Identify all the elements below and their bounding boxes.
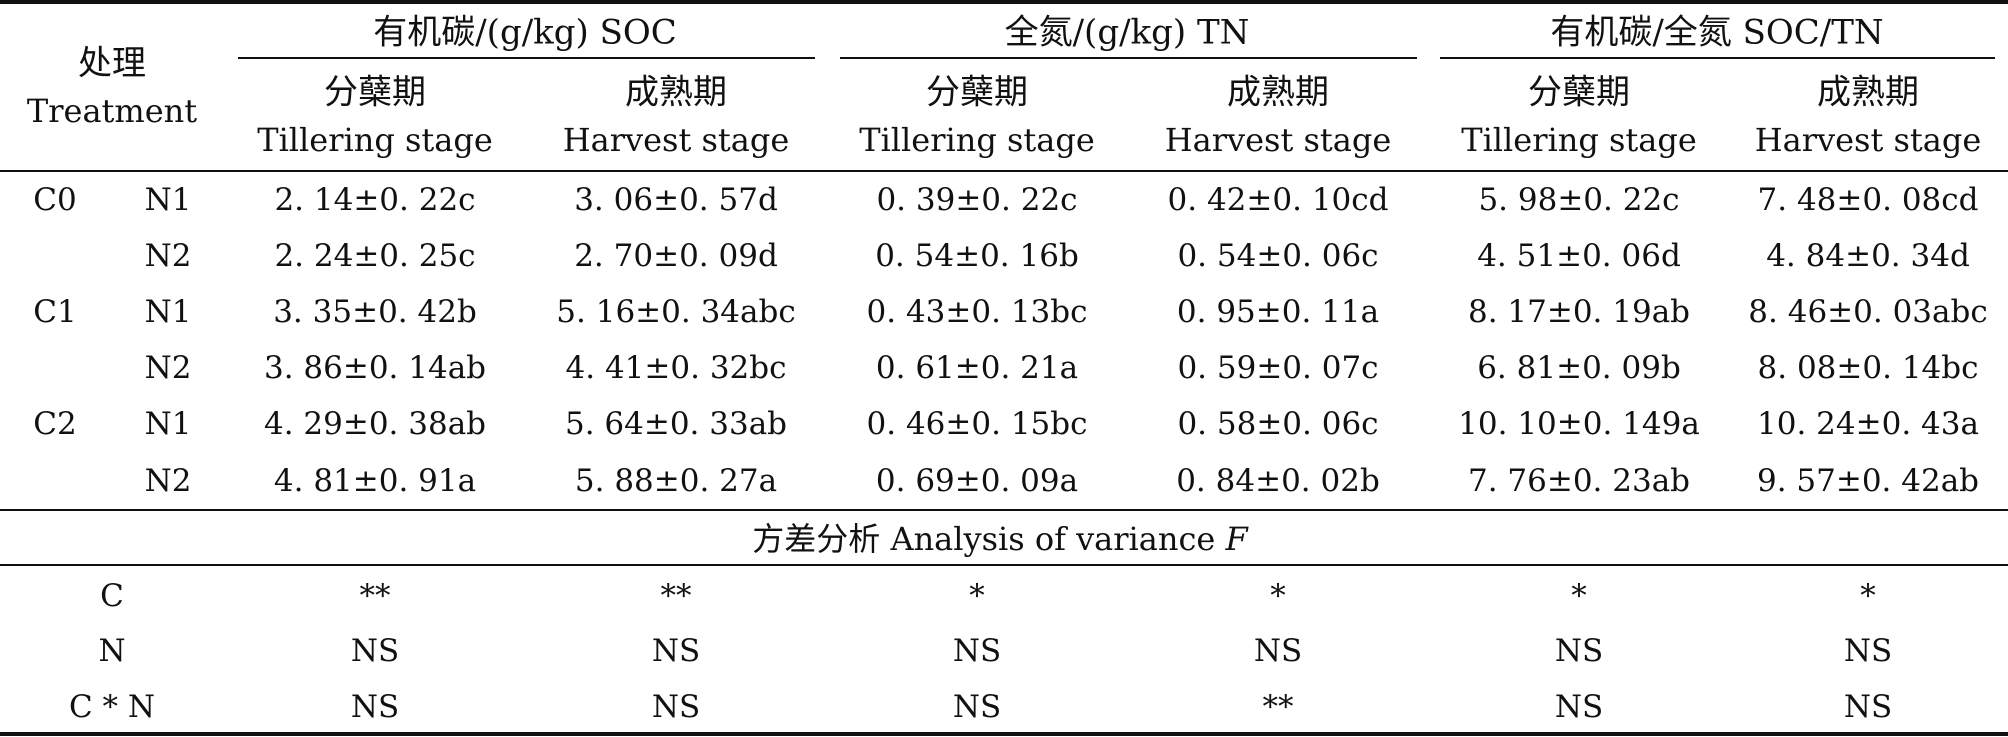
table-cell: 0. 69±0. 09a (875, 463, 1079, 499)
anova-cell: NS (1843, 633, 1893, 669)
row-n-label: N1 (144, 182, 192, 218)
anova-cell: NS (350, 689, 400, 725)
group-title-tn: 全氮/(g/kg) TN (1004, 12, 1250, 53)
subcol-6-zh: 成熟期 (1817, 72, 1919, 113)
subcol-4-en: Harvest stage (1164, 121, 1392, 159)
table-cell: 6. 81±0. 09b (1477, 350, 1681, 386)
table-cell: 2. 14±0. 22c (274, 182, 476, 218)
table-cell: 4. 84±0. 34d (1766, 238, 1970, 274)
group-rule-soc (238, 57, 815, 59)
anova-top-rule (0, 509, 2008, 511)
table-cell: 5. 98±0. 22c (1478, 182, 1680, 218)
anova-row-label: N (98, 633, 126, 669)
table-cell: 0. 61±0. 21a (875, 350, 1079, 386)
table-cell: 5. 16±0. 34abc (556, 294, 796, 330)
table-cell: 3. 86±0. 14ab (263, 350, 487, 386)
table-cell: 8. 46±0. 03abc (1748, 294, 1988, 330)
table-cell: 9. 57±0. 42ab (1756, 463, 1980, 499)
row-c-label: C2 (33, 406, 77, 442)
table-cell: 5. 64±0. 33ab (564, 406, 788, 442)
anova-cell: ** (660, 578, 692, 614)
anova-cell: NS (952, 633, 1002, 669)
table-cell: 0. 59±0. 07c (1177, 350, 1379, 386)
top-rule (0, 0, 2008, 4)
table-cell: 8. 17±0. 19ab (1467, 294, 1691, 330)
anova-cell: NS (651, 633, 701, 669)
anova-cell: NS (651, 689, 701, 725)
table-cell: 0. 43±0. 13bc (866, 294, 1088, 330)
table-cell: 10. 24±0. 43a (1757, 406, 1979, 442)
anova-title-text: 方差分析 Analysis of variance (752, 520, 1226, 558)
anova-cell: NS (1843, 689, 1893, 725)
anova-cell: * (1571, 578, 1587, 614)
treatment-header-zh: 处理 (78, 43, 146, 84)
table-cell: 0. 42±0. 10cd (1167, 182, 1389, 218)
row-c-label: C1 (33, 294, 77, 330)
subcol-4-zh: 成熟期 (1227, 72, 1329, 113)
row-n-label: N2 (144, 350, 192, 386)
table-cell: 0. 54±0. 16b (875, 238, 1079, 274)
table-cell: 7. 76±0. 23ab (1467, 463, 1691, 499)
row-n-label: N1 (144, 294, 192, 330)
anova-cell: ** (359, 578, 391, 614)
anova-cell: * (1270, 578, 1286, 614)
table-cell: 0. 54±0. 06c (1177, 238, 1379, 274)
anova-title: 方差分析 Analysis of variance F (752, 514, 1247, 560)
anova-cell: NS (1554, 633, 1604, 669)
anova-cell: NS (952, 689, 1002, 725)
group-rule-ratio (1440, 57, 1995, 59)
table-cell: 0. 39±0. 22c (876, 182, 1078, 218)
anova-cell: NS (1253, 633, 1303, 669)
anova-row-label: C (100, 578, 124, 614)
table-cell: 2. 70±0. 09d (574, 238, 778, 274)
group-title-soc: 有机碳/(g/kg) SOC (373, 12, 677, 53)
subcol-1-zh: 分蘖期 (324, 72, 426, 113)
table-cell: 10. 10±0. 149a (1458, 406, 1700, 442)
subcol-5-zh: 分蘖期 (1528, 72, 1630, 113)
header-bottom-rule (0, 170, 2008, 172)
row-c-label: C0 (33, 182, 77, 218)
group-title-ratio: 有机碳/全氮 SOC/TN (1550, 12, 1884, 53)
table-cell: 3. 06±0. 57d (574, 182, 778, 218)
anova-cell: ** (1262, 689, 1294, 725)
table-cell: 0. 46±0. 15bc (866, 406, 1088, 442)
subcol-3-zh: 分蘖期 (926, 72, 1028, 113)
table-cell: 7. 48±0. 08cd (1757, 182, 1979, 218)
table-cell: 2. 24±0. 25c (274, 238, 476, 274)
table-cell: 4. 51±0. 06d (1477, 238, 1681, 274)
group-rule-tn (840, 57, 1417, 59)
table-cell: 8. 08±0. 14bc (1757, 350, 1979, 386)
table-cell: 3. 35±0. 42b (273, 294, 477, 330)
bottom-rule (0, 732, 2008, 736)
anova-cell: * (1860, 578, 1876, 614)
row-n-label: N2 (144, 463, 192, 499)
table-cell: 4. 81±0. 91a (273, 463, 477, 499)
anova-cell: NS (350, 633, 400, 669)
row-n-label: N2 (144, 238, 192, 274)
table-cell: 4. 29±0. 38ab (263, 406, 487, 442)
subcol-1-en: Tillering stage (257, 121, 493, 159)
subcol-2-zh: 成熟期 (625, 72, 727, 113)
table-cell: 4. 41±0. 32bc (565, 350, 787, 386)
anova-cell: NS (1554, 689, 1604, 725)
table-cell: 0. 84±0. 02b (1176, 463, 1380, 499)
anova-title-rule (0, 564, 2008, 566)
subcol-5-en: Tillering stage (1461, 121, 1697, 159)
table-cell: 5. 88±0. 27a (574, 463, 778, 499)
subcol-6-en: Harvest stage (1754, 121, 1982, 159)
subcol-3-en: Tillering stage (859, 121, 1095, 159)
subcol-2-en: Harvest stage (562, 121, 790, 159)
anova-cell: * (969, 578, 985, 614)
table-cell: 0. 58±0. 06c (1177, 406, 1379, 442)
treatment-header-en: Treatment (26, 92, 198, 130)
row-n-label: N1 (144, 406, 192, 442)
anova-row-label: C * N (68, 689, 156, 725)
table-cell: 0. 95±0. 11a (1176, 294, 1380, 330)
anova-f-symbol: F (1225, 520, 1248, 558)
